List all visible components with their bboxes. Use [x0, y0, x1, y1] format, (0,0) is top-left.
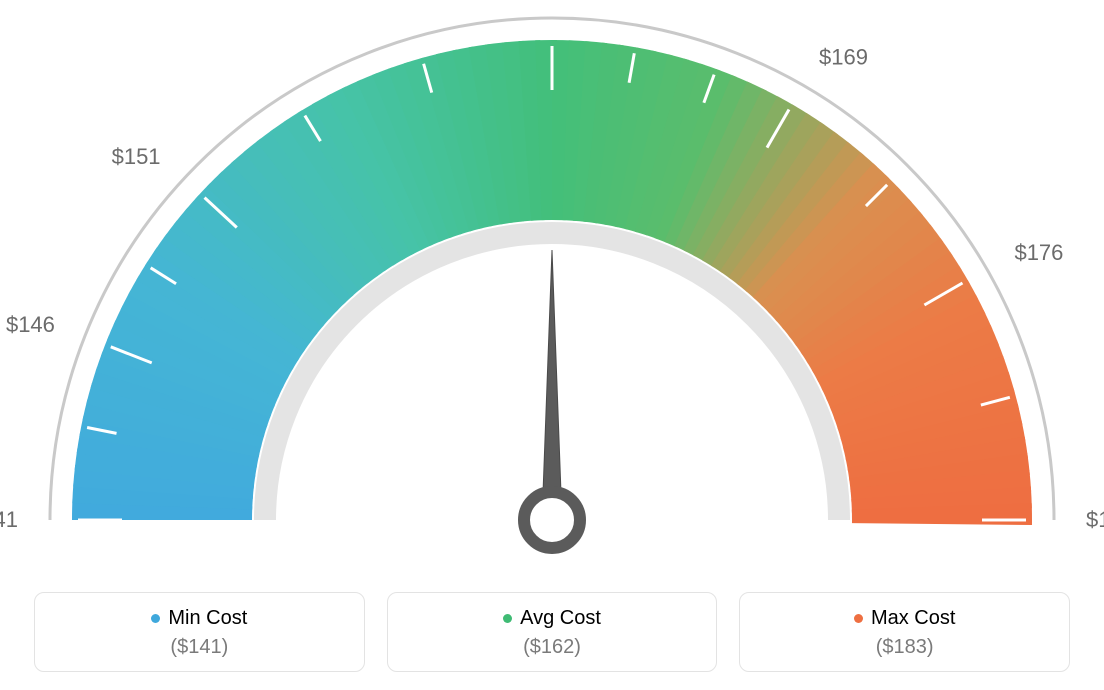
gauge-tick-label: $176	[1014, 240, 1063, 265]
min-cost-value: ($141)	[45, 636, 354, 659]
avg-cost-label: Avg Cost	[520, 607, 601, 630]
avg-cost-value: ($162)	[398, 636, 707, 659]
max-cost-label: Max Cost	[871, 607, 955, 630]
gauge-svg: $141$146$151$162$169$176$183	[0, 0, 1104, 560]
min-cost-dot-icon	[151, 614, 160, 623]
gauge: $141$146$151$162$169$176$183	[0, 0, 1104, 560]
max-cost-dot-icon	[854, 614, 863, 623]
gauge-tick-label: $151	[112, 144, 161, 169]
min-cost-label: Min Cost	[168, 607, 247, 630]
avg-cost-card: Avg Cost ($162)	[387, 592, 718, 672]
max-cost-value: ($183)	[750, 636, 1059, 659]
max-cost-card: Max Cost ($183)	[739, 592, 1070, 672]
gauge-tick-label: $141	[0, 507, 18, 532]
gauge-tick-label: $169	[819, 45, 868, 70]
avg-cost-title: Avg Cost	[503, 607, 601, 630]
gauge-hub	[524, 492, 580, 548]
max-cost-title: Max Cost	[854, 607, 955, 630]
gauge-needle	[542, 250, 562, 520]
cost-gauge-chart: $141$146$151$162$169$176$183 Min Cost ($…	[0, 0, 1104, 690]
min-cost-title: Min Cost	[151, 607, 247, 630]
gauge-tick-label: $183	[1086, 507, 1104, 532]
legend: Min Cost ($141) Avg Cost ($162) Max Cost…	[34, 592, 1070, 672]
gauge-tick-label: $146	[6, 312, 55, 337]
min-cost-card: Min Cost ($141)	[34, 592, 365, 672]
avg-cost-dot-icon	[503, 614, 512, 623]
